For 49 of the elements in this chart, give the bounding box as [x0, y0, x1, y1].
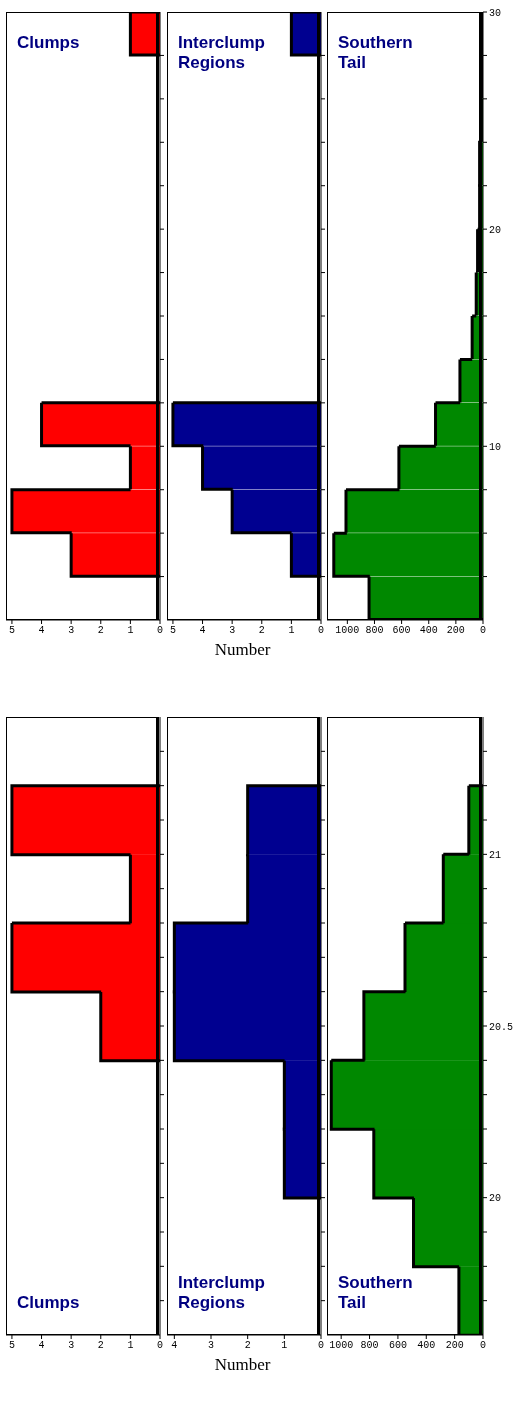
annotation: Interclump Regions [178, 33, 265, 73]
y-tick-label: 21 [489, 849, 502, 861]
x-tick-label: 0 [479, 1340, 487, 1352]
x-tick-label: 0 [317, 625, 325, 637]
x-axis-title: Number [213, 640, 272, 660]
x-tick-label: 2 [97, 625, 104, 637]
x-tick-label: 5 [169, 625, 176, 637]
x-tick-label: 3 [68, 1340, 75, 1352]
y-tick-label: 20 [489, 1193, 502, 1205]
x-tick-label: 4 [38, 1340, 45, 1352]
x-tick-label: 5 [8, 1340, 15, 1352]
annotation: Southern Tail [338, 33, 413, 73]
annotation: Clumps [17, 1293, 80, 1313]
x-tick-label: 2 [244, 1340, 251, 1352]
x-tick-label: 3 [68, 625, 75, 637]
y-tick-label: 20.5 [489, 1021, 514, 1033]
annotation: Clumps [17, 33, 80, 53]
x-tick-label: 4 [171, 1340, 178, 1352]
x-tick-label: 400 [419, 625, 438, 637]
x-tick-label: 1000 [335, 625, 360, 637]
x-tick-label: 1 [127, 625, 134, 637]
x-tick-label: 0 [156, 625, 164, 637]
x-tick-label: 2 [97, 1340, 104, 1352]
x-tick-label: 5 [8, 625, 15, 637]
x-tick-label: 1 [127, 1340, 134, 1352]
x-tick-label: 4 [38, 625, 45, 637]
x-tick-label: 0 [317, 1340, 325, 1352]
x-tick-label: 1000 [329, 1340, 354, 1352]
annotation: Interclump Regions [178, 1273, 265, 1313]
y-tick-label: 20 [489, 224, 502, 236]
x-axis-title: Number [213, 1355, 272, 1375]
x-tick-label: 1 [281, 1340, 288, 1352]
x-tick-label: 600 [392, 625, 411, 637]
x-tick-label: 200 [445, 1340, 464, 1352]
x-tick-label: 0 [156, 1340, 164, 1352]
x-tick-label: 800 [360, 1340, 379, 1352]
x-tick-label: 4 [199, 625, 206, 637]
x-tick-label: 400 [417, 1340, 436, 1352]
y-tick-label: 30 [489, 7, 502, 19]
x-tick-label: 0 [479, 625, 487, 637]
x-tick-label: 1 [288, 625, 295, 637]
x-tick-label: 3 [229, 625, 236, 637]
x-tick-label: 600 [388, 1340, 407, 1352]
y-tick-label: 10 [489, 441, 502, 453]
x-tick-label: 2 [258, 625, 265, 637]
x-tick-label: 800 [365, 625, 384, 637]
x-tick-label: 3 [207, 1340, 215, 1352]
annotation: Southern Tail [338, 1273, 413, 1313]
x-tick-label: 200 [446, 625, 465, 637]
